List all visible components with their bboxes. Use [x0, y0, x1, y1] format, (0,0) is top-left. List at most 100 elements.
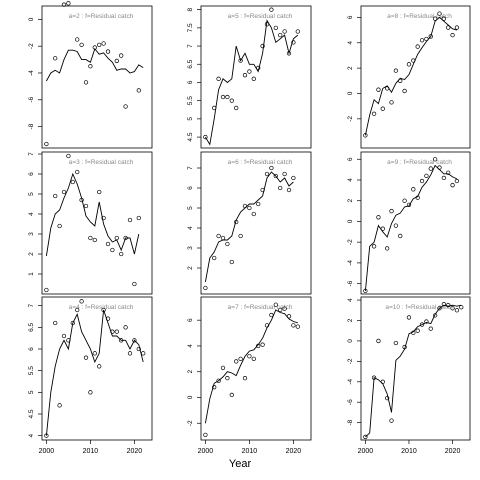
data-point: [70, 179, 75, 185]
data-point: [247, 69, 252, 74]
data-point: [454, 308, 460, 313]
data-point: [260, 342, 265, 347]
data-point: [44, 433, 49, 438]
data-point: [97, 364, 102, 369]
data-point: [441, 175, 446, 181]
data-point: [256, 65, 261, 71]
data-point: [269, 312, 274, 318]
data-point: [260, 43, 265, 49]
x-axis-label: Year: [228, 458, 252, 470]
panel-frame: [360, 5, 471, 149]
data-point: [393, 68, 399, 73]
data-point: [291, 40, 296, 45]
fitted-line: [204, 309, 298, 424]
data-point: [251, 76, 256, 81]
data-point: [105, 49, 111, 54]
data-point: [363, 434, 368, 440]
data-point: [88, 235, 93, 241]
data-point: [234, 359, 239, 364]
panel-title: a=5 : f=Residual catch: [228, 13, 293, 20]
y-tick-label: -2: [347, 116, 354, 122]
data-point: [398, 233, 403, 239]
data-point: [385, 395, 390, 401]
y-tick-label: 0: [347, 91, 354, 95]
panel-title: a=9 : f=Residual catch: [387, 159, 452, 166]
y-tick-label: -8: [347, 419, 354, 425]
panel-title: a=10 : f=Residual catch: [385, 304, 454, 311]
y-tick-label: -6: [28, 96, 35, 102]
data-point: [123, 104, 128, 109]
data-point: [88, 390, 93, 395]
data-point: [212, 105, 217, 111]
y-tick-label: -4: [347, 379, 354, 385]
data-point: [286, 314, 292, 319]
data-point: [44, 287, 49, 293]
panel-8: a=7 : f=Residual catch 6 4 2 0 -2 2000 2010 2020: [187, 296, 312, 455]
data-point: [424, 173, 429, 178]
data-point: [101, 307, 106, 313]
data-point: [406, 315, 412, 320]
data-point: [376, 215, 381, 220]
data-point: [70, 320, 75, 326]
data-point: [432, 313, 438, 318]
fitted-line: [45, 172, 140, 257]
data-point: [415, 328, 420, 333]
data-point: [295, 324, 300, 329]
y-tick-label: 6.5: [28, 322, 35, 331]
panel-frame: [41, 151, 153, 295]
data-point: [286, 187, 292, 193]
data-point: [57, 223, 62, 229]
data-point: [123, 325, 128, 330]
data-point: [450, 33, 455, 38]
data-point: [136, 215, 141, 221]
data-point: [363, 288, 368, 294]
data-point: [389, 100, 394, 105]
data-point: [406, 202, 412, 208]
data-point: [446, 303, 451, 308]
fitted-line: [364, 164, 458, 291]
data-point: [101, 215, 106, 221]
data-point: [419, 178, 425, 184]
data-point: [83, 203, 89, 209]
data-point: [376, 338, 381, 344]
panel-title: a=4 : f=Residual catch: [69, 304, 134, 311]
data-point: [88, 64, 93, 69]
y-tick-label: 7: [28, 303, 35, 307]
data-point: [141, 351, 146, 356]
data-point: [220, 235, 226, 241]
y-tick-label: -2: [28, 43, 35, 49]
data-point: [238, 356, 243, 361]
data-point: [66, 153, 71, 159]
y-tick-label: 4: [347, 298, 354, 302]
fitted-line: [204, 171, 294, 283]
data-point: [225, 241, 230, 247]
y-tick-label: -6: [347, 280, 354, 286]
data-point: [110, 329, 115, 334]
data-point: [415, 195, 420, 200]
data-point: [432, 157, 438, 162]
data-point: [402, 344, 407, 350]
data-point: [393, 340, 399, 346]
y-tick-label: 7: [187, 166, 194, 170]
data-point: [92, 237, 97, 243]
data-point: [291, 323, 296, 328]
data-point: [247, 354, 252, 359]
panel-title: a=8 : f=Residual catch: [387, 13, 452, 20]
data-point: [127, 217, 133, 223]
data-point: [114, 329, 119, 334]
data-point: [229, 392, 234, 398]
data-point: [450, 183, 455, 188]
data-point: [411, 330, 416, 335]
y-tick-label: 0: [347, 219, 354, 223]
data-point: [247, 205, 252, 211]
data-point: [264, 171, 270, 177]
x-tick-label: 2010: [242, 448, 258, 455]
data-point: [212, 255, 217, 261]
data-point: [269, 7, 274, 12]
y-tick-label: 5: [28, 192, 35, 196]
data-point: [376, 87, 381, 92]
y-tick-label: 6: [187, 318, 194, 322]
y-tick-label: 5.5: [28, 366, 35, 375]
panel-5: a=6 : f=Residual catch 2 3 4 5 6 7: [187, 151, 312, 295]
data-point: [136, 346, 141, 352]
